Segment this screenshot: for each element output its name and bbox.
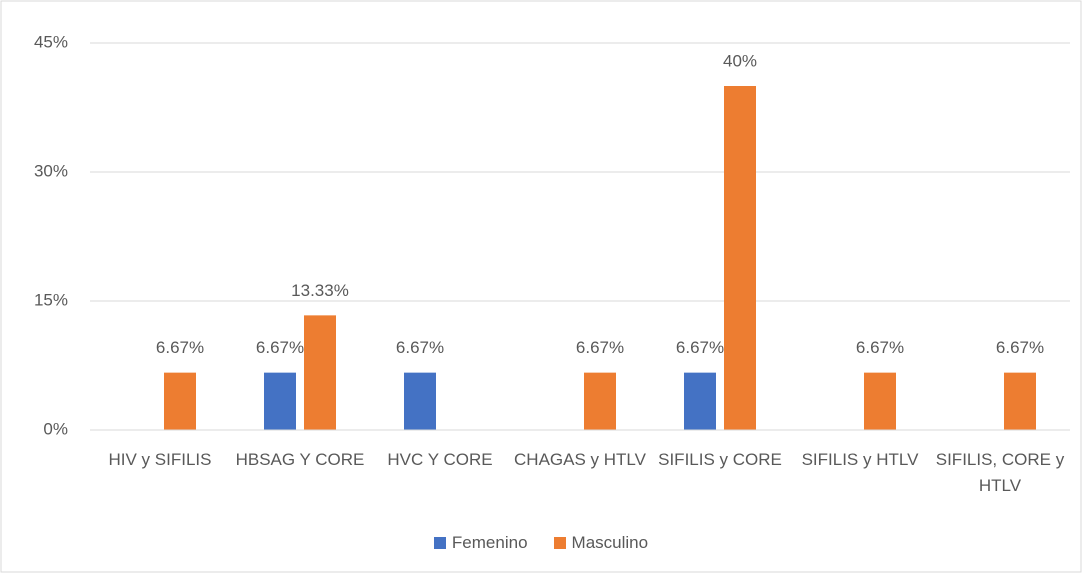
legend-item: Masculino <box>553 533 649 553</box>
bar <box>264 372 296 430</box>
bar <box>304 315 336 430</box>
x-tick-label: CHAGAS y HTLV <box>514 450 646 469</box>
data-label: 6.67% <box>996 338 1044 357</box>
y-tick-label: 45% <box>34 32 68 51</box>
x-tick-label: SIFILIS y CORE <box>658 450 782 469</box>
data-label: 6.67% <box>256 338 304 357</box>
bar <box>864 372 896 430</box>
data-label: 13.33% <box>291 281 349 300</box>
data-label: 40% <box>723 51 757 70</box>
legend-swatch <box>433 537 446 549</box>
x-tick-label: HVC Y CORE <box>387 450 493 469</box>
bar <box>584 372 616 430</box>
legend: Femenino Masculino <box>0 533 1082 553</box>
legend-label: Femenino <box>451 533 528 552</box>
x-tick-label: SIFILIS y HTLV <box>801 450 919 469</box>
bar <box>684 372 716 430</box>
y-tick-label: 0% <box>43 419 68 438</box>
bar <box>724 86 756 430</box>
legend-label: Masculino <box>571 533 649 552</box>
bar <box>404 372 436 430</box>
data-label: 6.67% <box>676 338 724 357</box>
y-tick-label: 15% <box>34 290 68 309</box>
x-tick-label: SIFILIS, CORE y HTLV <box>935 450 1065 495</box>
x-tick-label: HIV y SIFILIS <box>108 450 212 469</box>
y-tick-label: 30% <box>34 161 68 180</box>
data-label: 6.67% <box>576 338 624 357</box>
bar <box>164 372 196 430</box>
data-label: 6.67% <box>156 338 204 357</box>
x-tick-label: HBSAG Y CORE <box>235 450 365 469</box>
legend-item: Femenino <box>433 533 528 553</box>
legend-swatch <box>553 537 566 549</box>
data-label: 6.67% <box>396 338 444 357</box>
bar <box>1004 372 1036 430</box>
data-label: 6.67% <box>856 338 904 357</box>
